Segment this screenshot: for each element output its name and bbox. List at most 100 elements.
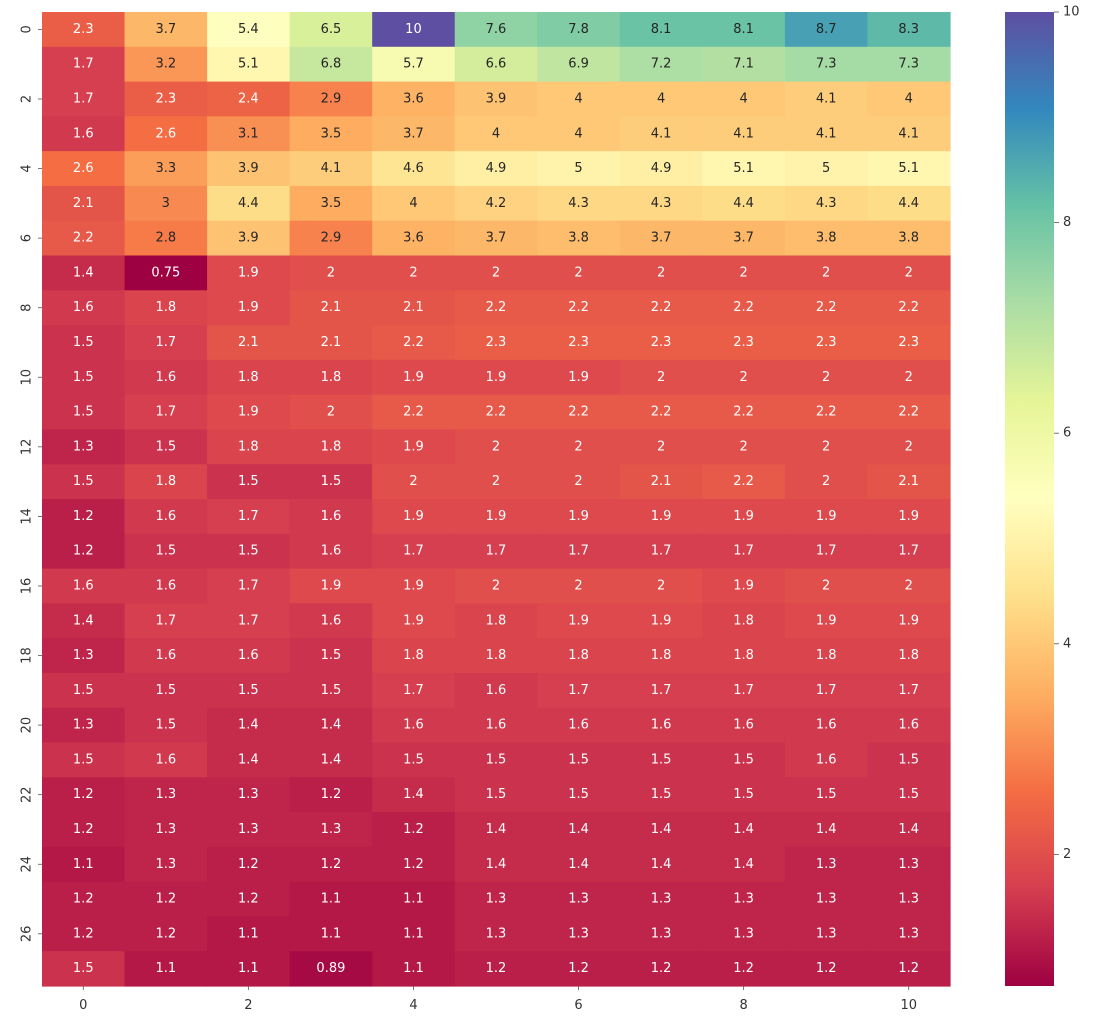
heatmap-cell-value: 8.1 [733,22,754,37]
heatmap-cell-value: 1.5 [568,752,589,767]
heatmap-cell [124,394,208,431]
heatmap-cell-value: 1.2 [73,787,94,802]
heatmap-cell-value: 2.3 [155,91,176,106]
heatmap-cell-value: 2 [492,578,500,593]
heatmap-cell [372,533,456,570]
heatmap-cell-value: 1.6 [155,752,176,767]
heatmap-cell [207,290,291,326]
heatmap-cell [702,742,786,778]
heatmap-cell-value: 1.8 [238,439,259,454]
heatmap-cell [702,81,786,117]
heatmap-cell-value: 1.4 [73,613,94,628]
heatmap-cell [372,255,456,291]
heatmap-cell-value: 1.4 [651,857,672,872]
heatmap-cell [42,638,126,674]
heatmap-cell-value: 1.4 [651,822,672,837]
heatmap-cell-value: 2.8 [155,231,176,246]
heatmap-cell-value: 1.5 [155,683,176,698]
y-tick-label: 20 [20,717,35,734]
heatmap-cell [867,812,951,848]
heatmap-cell [784,394,869,431]
heatmap-cell-value: 2 [657,370,665,385]
heatmap-cell-value: 2.2 [568,300,589,315]
heatmap-cell [207,185,291,222]
heatmap-cell-value: 2 [409,474,417,489]
heatmap-cell-value: 1.5 [898,752,919,767]
heatmap-cell [619,638,703,674]
heatmap-cell [372,12,456,48]
heatmap-cell [537,185,621,222]
y-tick-label: 22 [20,786,35,803]
heatmap-cell [702,951,786,987]
heatmap-cell [124,568,208,604]
heatmap-cell [454,429,538,465]
heatmap-cell [702,464,786,500]
heatmap-cell [619,116,703,152]
heatmap-cell [289,116,373,152]
heatmap-cell [537,255,621,291]
heatmap-cell [124,742,208,778]
heatmap-cell [124,325,208,361]
heatmap-cell-value: 4.1 [651,126,672,141]
heatmap-cell-value: 1.7 [898,544,919,559]
heatmap-cell [124,672,208,709]
heatmap-cell-value: 2.2 [898,300,919,315]
heatmap-cell-value: 1.3 [73,718,94,733]
heatmap-cell-value: 4 [574,126,582,141]
heatmap-cell-value: 2 [905,370,913,385]
heatmap-cell [42,464,126,500]
heatmap-cell [207,464,291,500]
heatmap-cell [372,151,456,187]
heatmap-cell-value: 2.1 [403,300,424,315]
heatmap-cell [124,464,208,500]
heatmap-cell-value: 4.3 [568,196,589,211]
heatmap-cell-value: 1.4 [321,718,342,733]
heatmap-cell [619,568,703,604]
heatmap-cell-value: 1.7 [816,544,837,559]
heatmap-cell-value: 1.6 [73,578,94,593]
heatmap-cell-value: 1.8 [733,613,754,628]
heatmap-cell [454,359,538,396]
heatmap-cell [372,638,456,674]
x-tick-label: 10 [900,998,917,1013]
x-tick-label: 4 [409,998,417,1013]
heatmap-cell-value: 1.5 [733,787,754,802]
heatmap-cell [784,220,869,257]
heatmap-cell [124,46,208,83]
heatmap-cell-value: 2.3 [651,335,672,350]
heatmap-cell [867,290,951,326]
heatmap-cell-value: 1.1 [238,961,259,976]
heatmap-cell [702,672,786,709]
heatmap-cell [124,185,208,222]
heatmap-cell-value: 1.6 [486,718,507,733]
heatmap-cell-value: 4.1 [321,161,342,176]
heatmap-cell-value: 1.2 [73,926,94,941]
heatmap-cell [454,568,538,604]
heatmap-cell-value: 1.6 [321,544,342,559]
heatmap-cell [454,951,538,987]
heatmap-cell-value: 5 [574,161,582,176]
y-tick-label: 16 [20,578,35,595]
heatmap-cell [289,290,373,326]
heatmap-cell [867,499,951,535]
heatmap-cell [867,707,951,744]
heatmap-cell [454,846,538,883]
heatmap-cell-value: 5.1 [733,161,754,176]
heatmap-cell [867,429,951,465]
heatmap-cell [784,464,869,500]
heatmap-cell [372,116,456,152]
heatmap-cell-value: 1.9 [568,370,589,385]
heatmap-cell-value: 4 [409,196,417,211]
heatmap-cell [207,672,291,709]
heatmap-cell-value: 1.5 [321,683,342,698]
heatmap-cell-value: 2.2 [486,405,507,420]
heatmap-cell [42,812,126,848]
heatmap-cell-value: 1.5 [733,752,754,767]
heatmap-cell-value: 1.9 [486,509,507,524]
heatmap-cell [289,81,373,117]
heatmap-cell [537,325,621,361]
heatmap-cell-value: 1.4 [486,857,507,872]
heatmap-cell [42,499,126,535]
heatmap-cell [372,81,456,117]
heatmap-cell [124,81,208,117]
